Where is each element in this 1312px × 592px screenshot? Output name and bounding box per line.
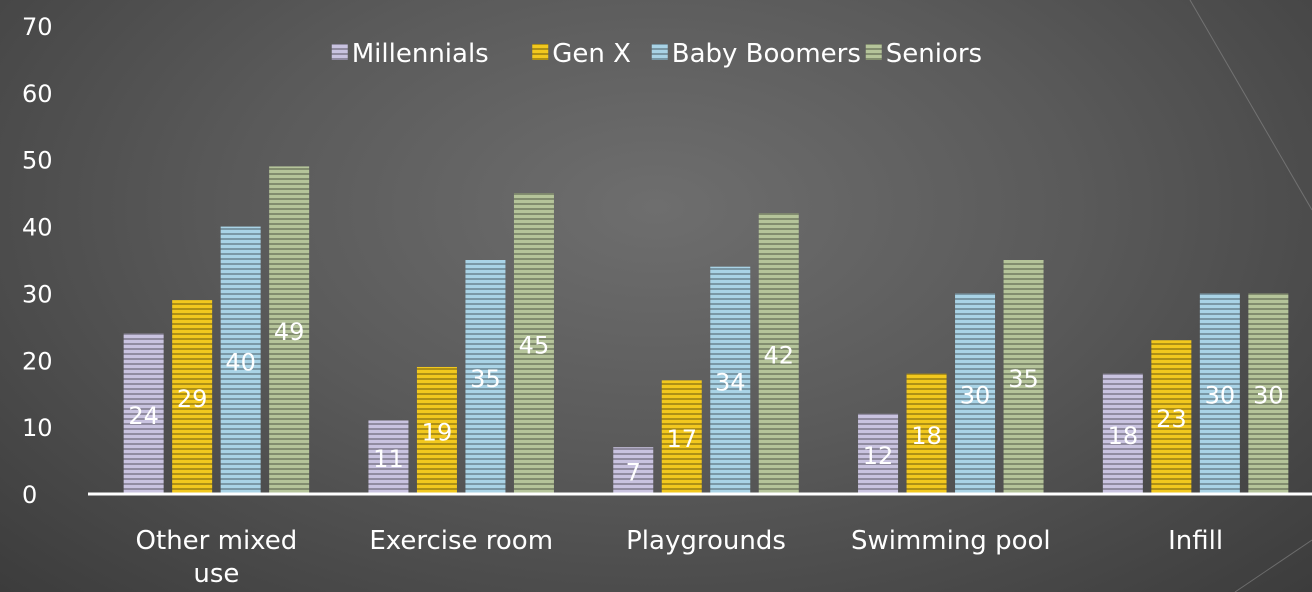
bar-gen-x (661, 380, 702, 494)
x-category-label: Playgrounds (626, 526, 786, 556)
legend-label: Seniors (886, 39, 982, 69)
y-tick-label: 40 (22, 214, 53, 242)
bar-baby-boomers (710, 266, 751, 494)
data-label: 24 (128, 402, 159, 430)
y-tick-label: 60 (22, 80, 53, 108)
x-category-label: Swimming pool (851, 526, 1051, 556)
bar-seniors (269, 166, 310, 494)
data-label: 19 (422, 418, 453, 446)
data-label: 23 (1156, 405, 1187, 433)
bar-gen-x (906, 373, 947, 494)
y-tick-label: 20 (22, 347, 53, 375)
data-label: 18 (1108, 422, 1139, 450)
x-category-label: Infill (1168, 526, 1223, 556)
x-category-label: Other mixed (136, 526, 298, 556)
bar-baby-boomers (1199, 293, 1240, 494)
legend-label: Baby Boomers (672, 39, 861, 69)
bar-millennials (368, 420, 409, 494)
data-label: 7 (626, 459, 641, 487)
data-label: 12 (863, 442, 894, 470)
data-label: 30 (1253, 382, 1284, 410)
data-label: 35 (470, 365, 501, 393)
legend-swatch (331, 44, 348, 60)
data-label: 40 (225, 348, 256, 376)
bar-baby-boomers (955, 293, 996, 494)
bar-gen-x (172, 300, 213, 494)
legend-swatch (651, 44, 668, 60)
y-tick-label: 70 (22, 13, 53, 41)
y-tick-label: 30 (22, 280, 53, 308)
bar-seniors (513, 193, 554, 494)
legend-label: Gen X (552, 39, 631, 69)
bars (123, 166, 1289, 495)
bar-baby-boomers (220, 226, 261, 495)
data-label: 42 (763, 342, 794, 370)
data-label: 18 (911, 422, 942, 450)
background-decoration (1189, 0, 1312, 592)
data-label: 49 (274, 318, 305, 346)
data-label: 11 (373, 445, 404, 473)
bar-seniors (1003, 260, 1044, 494)
bar-gen-x (1151, 340, 1192, 494)
bar-millennials (123, 333, 164, 494)
y-tick-label: 50 (22, 147, 53, 175)
legend-label: Millennials (352, 39, 489, 69)
legend-swatch (865, 44, 882, 60)
bar-millennials (858, 413, 899, 494)
data-label: 35 (1008, 365, 1039, 393)
data-label: 34 (715, 368, 746, 396)
y-tick-label: 0 (22, 481, 37, 509)
y-axis: 0 10 20 30 40 50 60 70 (22, 13, 53, 509)
data-label: 45 (519, 332, 550, 360)
data-label: 30 (1205, 382, 1236, 410)
legend-swatch (532, 44, 549, 60)
data-labels: 24 29 40 49 11 19 35 45 7 17 34 42 12 18 30 35 18 23 30 30 (128, 318, 1283, 486)
data-label: 29 (177, 385, 208, 413)
bar-baby-boomers (465, 260, 506, 494)
y-tick-label: 10 (22, 414, 53, 442)
bar-millennials (1102, 373, 1143, 494)
legend: Millennials Gen X Baby Boomers Seniors (331, 39, 982, 69)
data-label: 30 (960, 382, 991, 410)
bar-seniors (1248, 293, 1289, 494)
x-category-label: Exercise room (369, 526, 553, 556)
x-category-label: use (193, 559, 239, 589)
bar-seniors (758, 213, 799, 494)
bar-gen-x (416, 366, 457, 494)
bar-millennials (613, 447, 654, 494)
data-label: 17 (666, 425, 697, 453)
